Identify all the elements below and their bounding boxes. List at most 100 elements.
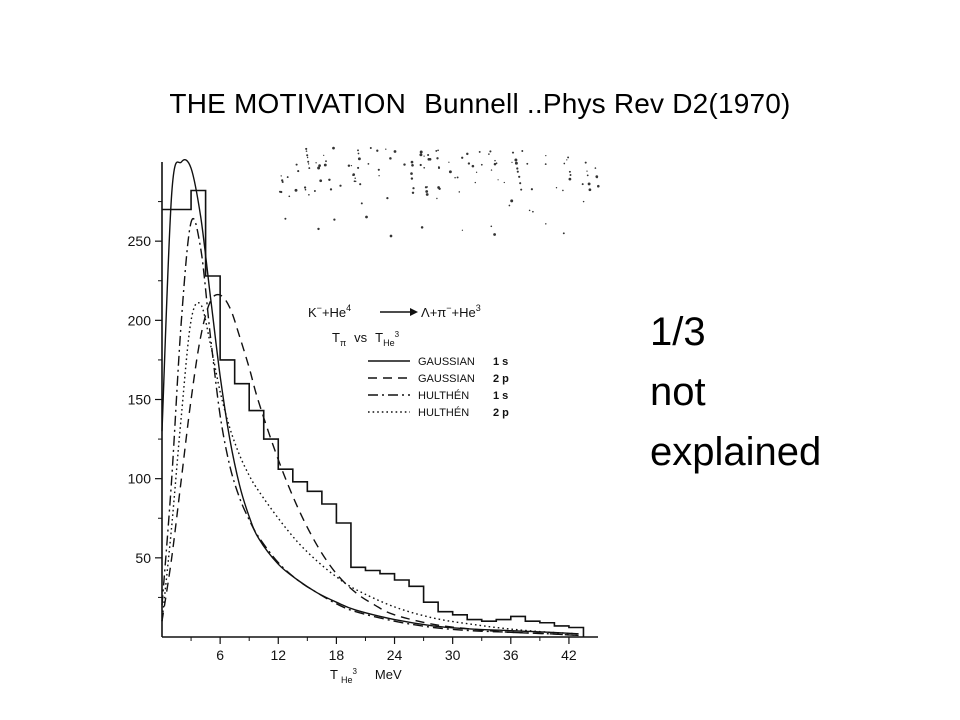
noise-dot xyxy=(567,156,570,159)
reaction-plus-2: + xyxy=(430,305,438,320)
noise-dot xyxy=(427,158,431,161)
noise-dot xyxy=(424,186,428,189)
reaction-he4: He xyxy=(330,305,347,320)
noise-dot xyxy=(284,217,287,220)
noise-dot xyxy=(360,202,363,205)
noise-dot xyxy=(325,160,327,163)
noise-dot xyxy=(354,180,357,183)
noise-dot xyxy=(319,179,323,183)
reaction-arrow-head xyxy=(410,308,418,316)
noise-dot xyxy=(425,190,429,193)
title-topic: THE MOTIVATION xyxy=(169,88,407,119)
noise-dot xyxy=(586,174,589,177)
x-tick-label: 30 xyxy=(445,647,461,663)
noise-dot xyxy=(437,166,441,169)
noise-dot xyxy=(427,153,430,157)
legend-model-label: HULTHÉN xyxy=(418,406,469,419)
noise-dot xyxy=(511,161,513,164)
noise-dot xyxy=(514,161,518,165)
noise-dot xyxy=(456,176,459,179)
noise-dot xyxy=(419,153,423,157)
noise-dot xyxy=(389,234,393,238)
reaction-he4-mass: 4 xyxy=(346,303,351,313)
noise-dot xyxy=(423,155,425,157)
noise-dot xyxy=(516,167,519,170)
noise-dot xyxy=(376,149,379,152)
noise-dot xyxy=(528,209,531,212)
svg-text:Λ+π−+He3: Λ+π−+He3 xyxy=(421,303,481,320)
noise-dot xyxy=(412,187,415,190)
chart-axes xyxy=(161,162,598,638)
reaction-pion-charge: − xyxy=(446,303,451,313)
noise-dot xyxy=(466,152,469,156)
noise-dot xyxy=(411,191,415,195)
noise-dot xyxy=(437,149,439,152)
noise-dot xyxy=(436,197,438,200)
curve-dotted xyxy=(161,302,579,635)
noise-dot xyxy=(426,186,428,188)
histogram xyxy=(162,189,585,637)
x-axis-title-sub: He xyxy=(341,675,353,685)
side-line-not: not xyxy=(650,370,706,414)
noise-dot xyxy=(286,176,289,179)
noise-dot xyxy=(490,225,493,228)
noise-dot xyxy=(530,188,533,191)
x-axis-label: T He3 MeV xyxy=(330,667,402,685)
noise-dot xyxy=(332,146,335,150)
legend: GAUSSIAN 1 s GAUSSIAN 2 p HULTHÉN 1 s HULTHÉN 2… xyxy=(368,356,509,419)
noise-dot xyxy=(385,148,387,150)
noise-dot xyxy=(438,187,441,191)
side-line-fraction: 1/3 xyxy=(650,310,706,354)
noise-dot xyxy=(493,233,496,236)
noise-dot xyxy=(516,170,519,173)
noise-dot xyxy=(357,166,360,169)
x-tick-label: 24 xyxy=(387,647,403,663)
noise-dot xyxy=(461,229,464,231)
noise-dot xyxy=(386,196,389,200)
x-axis-title: T He3 MeV xyxy=(330,667,402,685)
curve-solid xyxy=(161,159,579,635)
noise-dot xyxy=(315,162,317,164)
noise-dot xyxy=(584,161,587,164)
noise-dot xyxy=(357,152,360,155)
title-citation: Bunnell ..Phys Rev D2(1970) xyxy=(424,88,791,119)
histogram-outline xyxy=(162,189,585,637)
noise-dot xyxy=(354,177,356,179)
y-tick-label: 150 xyxy=(128,392,152,408)
noise-dot xyxy=(353,180,356,183)
noise-dot xyxy=(562,232,565,235)
noise-dot xyxy=(359,183,362,186)
noise-dot xyxy=(545,154,547,157)
noise-dot xyxy=(511,151,515,154)
noise-dot xyxy=(357,157,361,161)
noise-dot xyxy=(597,184,600,188)
x-tick-label: 6 xyxy=(216,647,224,663)
legend-model-label: HULTHÉN xyxy=(418,389,469,402)
legend-state-label: 1 s xyxy=(493,390,508,402)
noise-dot xyxy=(403,163,406,166)
noise-dot xyxy=(328,178,331,182)
noise-dot xyxy=(303,186,307,189)
noise-dot xyxy=(488,153,490,155)
subtitle-he-mass: 3 xyxy=(395,330,400,339)
noise-dot xyxy=(588,188,592,192)
noise-dot xyxy=(458,191,461,193)
noise-dot xyxy=(519,182,522,185)
noise-dot xyxy=(323,163,327,167)
noise-dot xyxy=(514,158,518,162)
noise-dot xyxy=(369,146,372,150)
noise-dot xyxy=(596,176,598,179)
noise-dot xyxy=(489,150,492,153)
noise-dot xyxy=(510,199,514,203)
noise-dot xyxy=(323,154,325,156)
x-tick-label: 36 xyxy=(503,647,519,663)
noise-dot xyxy=(288,195,291,198)
side-line-explained: explained xyxy=(650,430,822,474)
noise-dot xyxy=(317,227,320,231)
y-tick-label: 250 xyxy=(128,233,152,249)
noise-dot xyxy=(410,177,414,180)
tick-labels: 6 12 18 24 30 36 42 50 100 150 200 250 xyxy=(128,201,577,663)
noise-dot xyxy=(587,182,591,186)
